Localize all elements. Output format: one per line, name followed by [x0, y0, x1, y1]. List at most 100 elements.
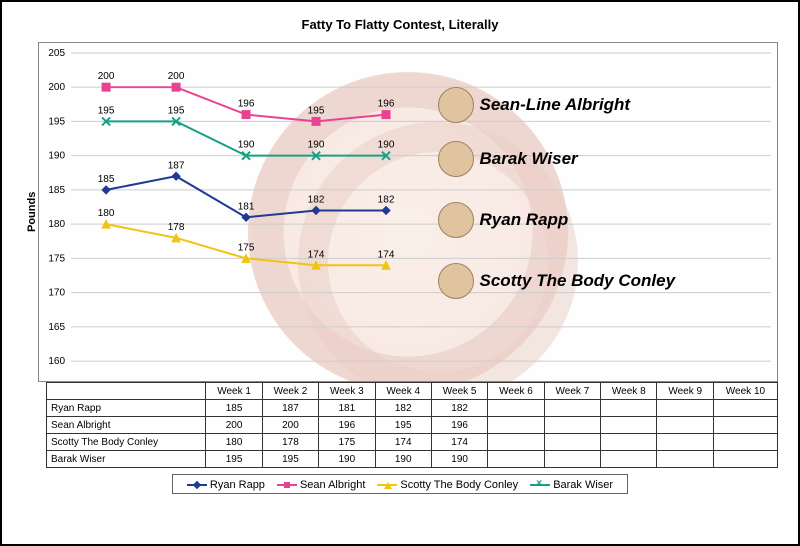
svg-text:195: 195	[168, 106, 185, 117]
table-cell: 200	[206, 417, 262, 434]
table-cell: 196	[431, 417, 487, 434]
table-cell	[544, 451, 600, 468]
table-header-cell: Week 1	[206, 383, 262, 400]
svg-text:182: 182	[378, 195, 395, 206]
table-cell	[657, 400, 713, 417]
svg-text:200: 200	[48, 82, 65, 93]
table-cell: 195	[262, 451, 318, 468]
svg-text:196: 196	[378, 99, 395, 110]
table-cell: 195	[375, 417, 431, 434]
svg-text:185: 185	[48, 185, 65, 196]
table-cell	[544, 400, 600, 417]
table-row: Sean Albright200200196195196	[47, 417, 778, 434]
series-annotation: Scotty The Body Conley	[438, 263, 676, 299]
svg-text:190: 190	[308, 140, 325, 151]
chart-svg: 1601651701751801851901952002051851871811…	[39, 43, 777, 381]
table-cell: 181	[319, 400, 375, 417]
chart-container: Fatty To Flatty Contest, Literally Pound…	[0, 0, 800, 546]
svg-text:195: 195	[98, 106, 115, 117]
svg-text:195: 195	[308, 106, 325, 117]
svg-text:196: 196	[238, 99, 255, 110]
svg-text:185: 185	[98, 174, 115, 185]
annotation-text: Sean-Line Albright	[480, 95, 631, 115]
table-cell	[601, 417, 657, 434]
table-row: Scotty The Body Conley180178175174174	[47, 434, 778, 451]
legend: Ryan Rapp Sean Albright Scotty The Body Co…	[172, 474, 628, 494]
svg-text:180: 180	[98, 208, 115, 219]
table-cell: 174	[375, 434, 431, 451]
table-header-cell: Week 9	[657, 383, 713, 400]
annotation-text: Scotty The Body Conley	[480, 271, 676, 291]
table-cell: 175	[319, 434, 375, 451]
table-header-cell: Week 8	[601, 383, 657, 400]
series-annotation: Barak Wiser	[438, 141, 578, 177]
legend-item: ×Barak Wiser	[530, 479, 613, 491]
table-cell: 190	[431, 451, 487, 468]
table-cell	[657, 434, 713, 451]
table-header-row: Week 1Week 2Week 3Week 4Week 5Week 6Week…	[47, 383, 778, 400]
y-axis-label: Pounds	[22, 42, 38, 382]
table-cell	[657, 417, 713, 434]
svg-text:174: 174	[378, 249, 395, 260]
svg-text:200: 200	[168, 71, 185, 82]
legend-item: Sean Albright	[277, 479, 365, 491]
avatar	[438, 87, 474, 123]
table-header-cell: Week 3	[319, 383, 375, 400]
svg-text:195: 195	[48, 116, 65, 127]
table-cell	[713, 451, 777, 468]
table-cell	[601, 434, 657, 451]
svg-text:190: 190	[48, 151, 65, 162]
chart-row: Pounds 160165170175180185190195200205185…	[22, 42, 778, 382]
table-cell	[713, 434, 777, 451]
avatar	[438, 202, 474, 238]
table-cell: 187	[262, 400, 318, 417]
svg-text:178: 178	[168, 222, 185, 233]
table-header-cell: Week 6	[488, 383, 544, 400]
table-cell: 174	[431, 434, 487, 451]
svg-text:174: 174	[308, 249, 325, 260]
table-cell: 196	[319, 417, 375, 434]
table-cell	[488, 417, 544, 434]
table-cell: 195	[206, 451, 262, 468]
svg-text:190: 190	[378, 140, 395, 151]
table-cell	[544, 417, 600, 434]
table-cell: 178	[262, 434, 318, 451]
svg-text:175: 175	[238, 242, 255, 253]
svg-text:181: 181	[238, 201, 255, 212]
table-cell	[601, 400, 657, 417]
data-table-wrap: Week 1Week 2Week 3Week 4Week 5Week 6Week…	[46, 382, 778, 468]
series-annotation: Ryan Rapp	[438, 202, 569, 238]
table-cell: 190	[319, 451, 375, 468]
table-header-cell: Week 10	[713, 383, 777, 400]
svg-text:175: 175	[48, 253, 65, 264]
table-row: Barak Wiser195195190190190	[47, 451, 778, 468]
avatar	[438, 263, 474, 299]
avatar	[438, 141, 474, 177]
row-label: Barak Wiser	[47, 451, 206, 468]
svg-text:170: 170	[48, 288, 65, 299]
table-cell: 190	[375, 451, 431, 468]
annotation-text: Ryan Rapp	[480, 210, 569, 230]
table-cell	[713, 417, 777, 434]
svg-text:180: 180	[48, 219, 65, 230]
series-annotation: Sean-Line Albright	[438, 87, 631, 123]
svg-text:165: 165	[48, 322, 65, 333]
annotation-text: Barak Wiser	[480, 149, 578, 169]
table-cell	[488, 451, 544, 468]
table-cell: 180	[206, 434, 262, 451]
table-header-cell: Week 5	[431, 383, 487, 400]
table-header-cell: Week 2	[262, 383, 318, 400]
table-row: Ryan Rapp185187181182182	[47, 400, 778, 417]
chart-title: Fatty To Flatty Contest, Literally	[22, 17, 778, 32]
table-cell	[657, 451, 713, 468]
table-cell: 185	[206, 400, 262, 417]
svg-text:160: 160	[48, 356, 65, 367]
legend-label: Barak Wiser	[553, 479, 613, 491]
table-header-cell: Week 7	[544, 383, 600, 400]
table-cell	[544, 434, 600, 451]
plot-area: 1601651701751801851901952002051851871811…	[38, 42, 778, 382]
legend-item: Scotty The Body Conley	[377, 479, 518, 491]
table-cell	[601, 451, 657, 468]
table-cell	[488, 434, 544, 451]
legend-item: Ryan Rapp	[187, 479, 265, 491]
